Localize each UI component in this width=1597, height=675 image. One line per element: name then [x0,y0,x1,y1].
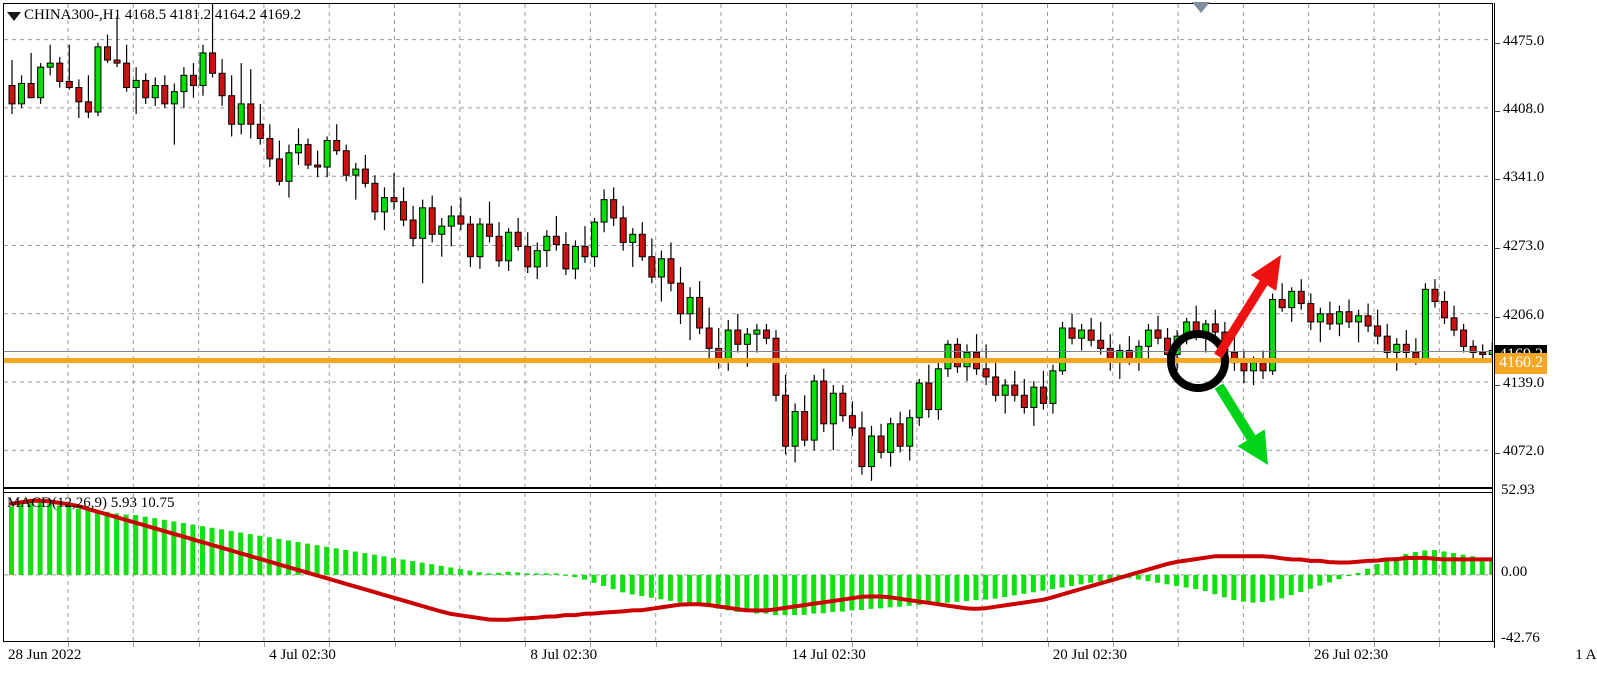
time-tick-mark [1308,642,1310,647]
ask-price-badge: 4160.2 [1495,353,1547,375]
time-tick-mark [1178,642,1180,647]
price-panel[interactable] [4,4,1492,488]
panel-separator [4,487,1492,489]
macd-label: MACD(12,26,9) 5.93 10.75 [7,495,175,511]
time-axis[interactable]: 28 Jun 2022 4 Jul 02:30 8 Jul 02:30 14 Jul … [3,641,1597,674]
triangle-down-icon[interactable] [7,12,21,21]
price-tick-label: 4273.0 [1503,238,1545,255]
ask-price-line [4,358,1492,364]
time-tick-mark [916,642,918,647]
bid-price-line [4,351,1492,353]
time-tick-mark [982,642,984,647]
price-tick-mark [1495,248,1500,250]
price-tick-mark [1495,110,1500,112]
time-tick-label: 4 Jul 02:30 [269,647,336,663]
price-tick-label: 4139.0 [1503,375,1545,392]
macd-indicator-svg [4,493,1492,641]
price-tick-label: 4072.0 [1503,443,1545,460]
time-tick-mark [1439,642,1441,647]
macd-panel[interactable]: MACD(12,26,9) 5.93 10.75 [4,492,1492,642]
page-title: CHINA300-,H1 4168.5 4181.2 4164.2 4169.2 [24,7,302,23]
macd-tick-label: 0.00 [1501,563,1528,580]
macd-tick-label: -42.76 [1501,630,1540,646]
price-scale-divider [1494,3,1495,648]
price-tick-mark [1495,453,1500,455]
time-tick-label: 20 Jul 02:30 [1052,647,1127,663]
price-tick-label: 4341.0 [1503,169,1545,186]
time-tick-mark [1047,642,1049,647]
price-scale[interactable]: 4475.0 4408.0 4341.0 4273.0 4206.0 4139.0 4072… [1495,3,1595,648]
time-tick-mark [851,642,853,647]
time-tick-mark [1374,642,1375,647]
time-tick-mark [655,642,657,647]
time-tick-mark [133,642,135,647]
time-tick-label: 28 Jun 2022 [8,647,82,663]
time-tick-mark [198,642,200,647]
time-tick-mark [329,642,331,647]
price-tick-label: 4206.0 [1503,306,1545,323]
time-tick-mark [1243,642,1245,647]
price-tick-mark [1495,385,1500,387]
price-candles-svg [4,4,1492,488]
time-tick-mark [1112,642,1114,647]
time-tick-label: 8 Jul 02:30 [530,647,598,663]
time-tick-mark [590,642,592,647]
price-tick-label: 4408.0 [1503,100,1545,117]
time-tick-mark [721,642,722,647]
price-tick-label: 4475.0 [1503,32,1545,49]
object-anchor-marker[interactable] [1192,2,1210,13]
macd-tick-label: 52.93 [1501,482,1535,498]
time-tick-mark [459,642,461,647]
time-tick-label: 14 Jul 02:30 [791,647,866,663]
time-tick-label: 1 Aug 02:30 [1575,647,1597,663]
time-tick-mark [786,642,788,647]
time-tick-mark [525,642,527,647]
time-tick-mark [394,642,396,647]
price-tick-mark [1495,179,1500,181]
time-tick-mark [68,642,69,647]
price-tick-mark [1495,316,1500,318]
time-tick-label: 26 Jul 02:30 [1314,647,1389,663]
time-tick-mark [263,642,265,647]
price-tick-mark [1495,42,1500,44]
